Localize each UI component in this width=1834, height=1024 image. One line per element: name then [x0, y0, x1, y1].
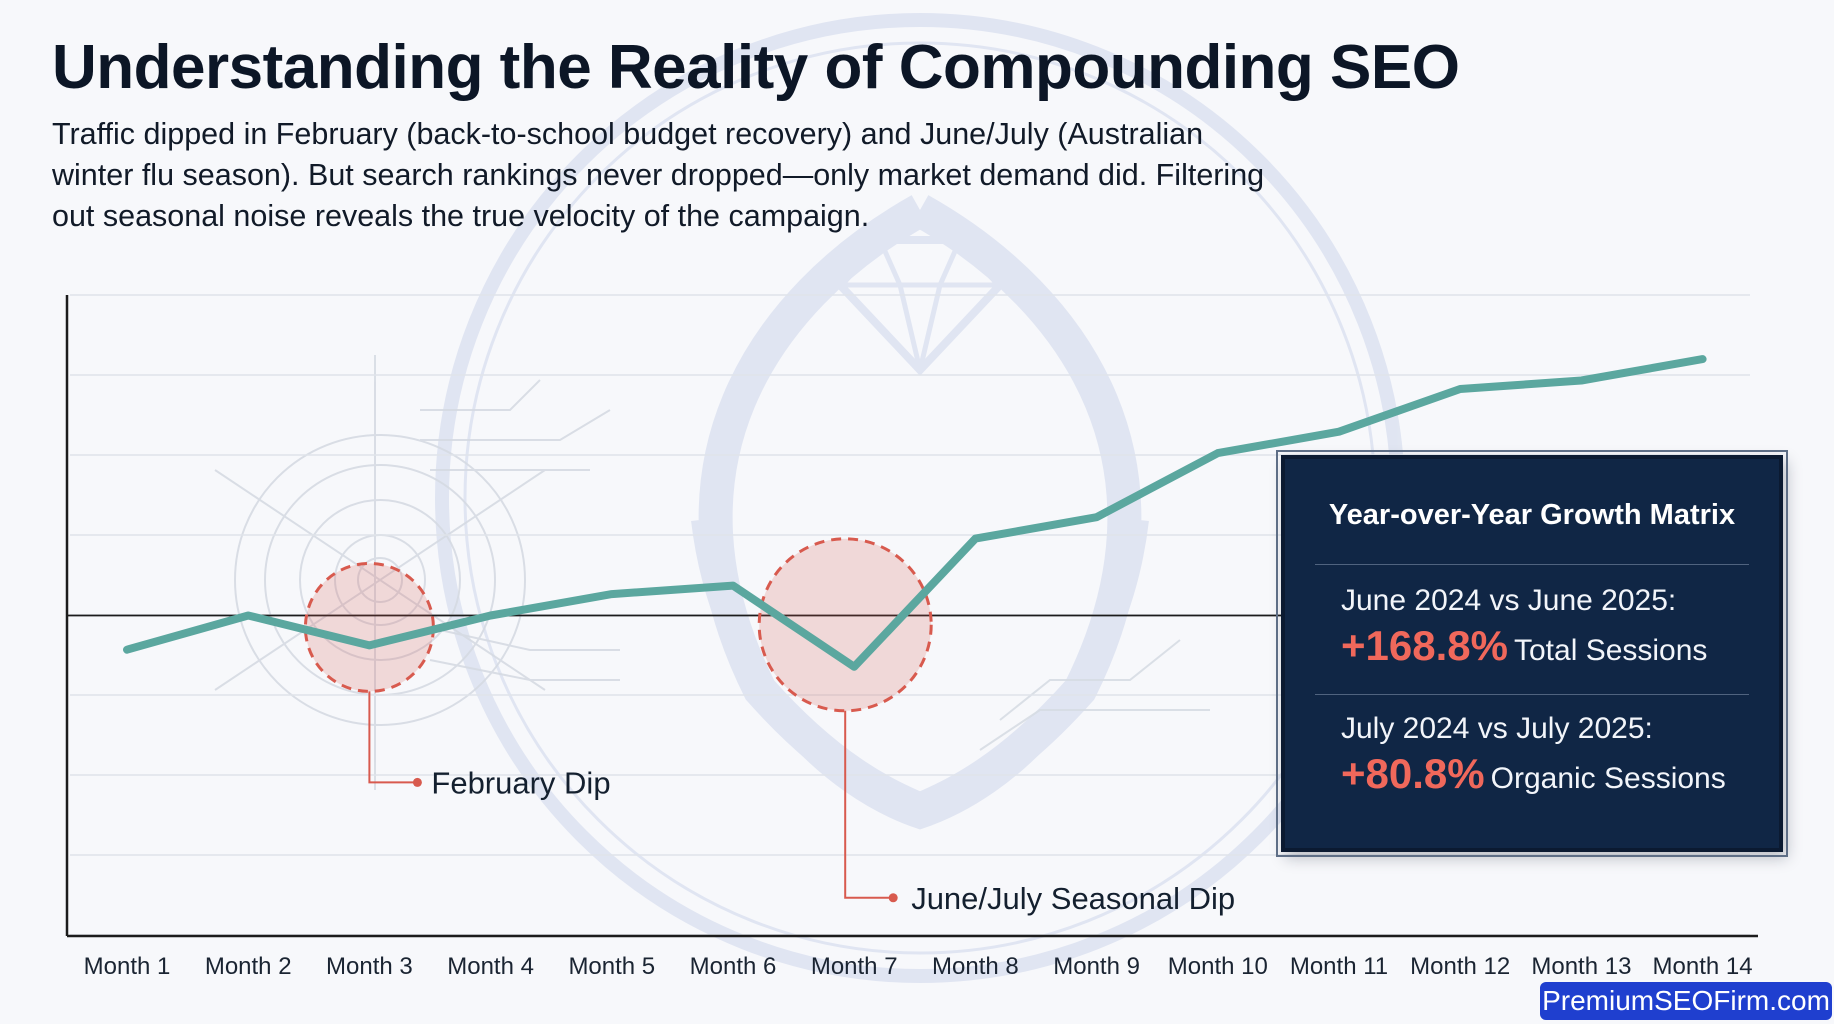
data-point [1700, 357, 1705, 362]
data-point [367, 643, 372, 648]
data-point [125, 647, 129, 652]
x-tick-label: Month 3 [326, 953, 413, 980]
data-point [852, 664, 857, 669]
annotation-leader [368, 691, 418, 784]
dip-annotations: February Dip June/July Seasonal Dip [368, 691, 1235, 916]
data-point [1094, 515, 1099, 520]
data-point [1579, 378, 1584, 383]
data-point [1337, 429, 1341, 434]
matrix-row-value: +80.8% [1341, 750, 1485, 797]
x-tick-label: Month 9 [1053, 953, 1140, 980]
x-tick-label: Month 1 [84, 953, 171, 980]
data-point [731, 583, 735, 588]
x-axis-tick-labels: Month 1 Month 2 Month 3 Month 4 Month 5 Month… [84, 953, 1753, 980]
series-line [123, 355, 1707, 671]
matrix-row-july: July 2024 vs July 2025: +80.8% Organic Se… [1341, 712, 1769, 798]
dip-highlight-circle [303, 561, 435, 693]
x-tick-label: Month 12 [1410, 953, 1510, 980]
matrix-row-june: June 2024 vs June 2025: +168.8% Total Ses… [1341, 584, 1769, 670]
data-point [488, 613, 493, 618]
matrix-row-metric: Organic Sessions [1490, 762, 1726, 795]
dip-highlight-circle [757, 537, 933, 713]
dip-highlights [303, 537, 933, 713]
brand-link[interactable]: PremiumSEOFirm.com [1540, 982, 1832, 1020]
x-tick-label: Month 13 [1531, 953, 1631, 980]
annotation-label: February Dip [431, 765, 610, 800]
chart-axes [65, 295, 1758, 938]
x-tick-label: Month 2 [205, 953, 292, 980]
growth-matrix-panel: Year-over-Year Growth Matrix June 2024 v… [1276, 450, 1788, 857]
x-tick-label: Month 6 [690, 953, 777, 980]
data-point [1215, 451, 1220, 456]
x-tick-label: Month 4 [447, 953, 534, 980]
data-point [609, 592, 614, 597]
data-point [1458, 387, 1463, 392]
matrix-divider [1315, 694, 1749, 695]
x-tick-label: Month 10 [1168, 953, 1268, 980]
x-tick-label: Month 5 [568, 953, 655, 980]
series-line-path [123, 355, 1707, 671]
annotation-label: June/July Seasonal Dip [911, 881, 1235, 916]
annotation-leader [844, 710, 894, 899]
matrix-row-metric: Total Sessions [1513, 634, 1708, 667]
page-subtitle: Traffic dipped in February (back-to-scho… [52, 117, 1265, 233]
x-tick-label: Month 11 [1290, 953, 1388, 980]
matrix-divider [1315, 564, 1749, 565]
growth-matrix-title: Year-over-Year Growth Matrix [1328, 499, 1736, 531]
data-point [973, 536, 978, 541]
page-title: Understanding the Reality of Compounding… [52, 33, 1460, 102]
watermark-logo [435, 13, 1405, 983]
data-point [246, 613, 251, 618]
matrix-row-comparison: July 2024 vs July 2025: [1341, 712, 1653, 745]
x-tick-label: Month 8 [932, 953, 1019, 980]
annotation-dot [888, 893, 898, 903]
matrix-row-value: +168.8% [1341, 622, 1508, 669]
matrix-row-comparison: June 2024 vs June 2025: [1341, 584, 1677, 617]
x-tick-label: Month 7 [811, 953, 898, 980]
x-tick-label: Month 14 [1653, 953, 1753, 980]
annotation-dot [412, 777, 422, 787]
